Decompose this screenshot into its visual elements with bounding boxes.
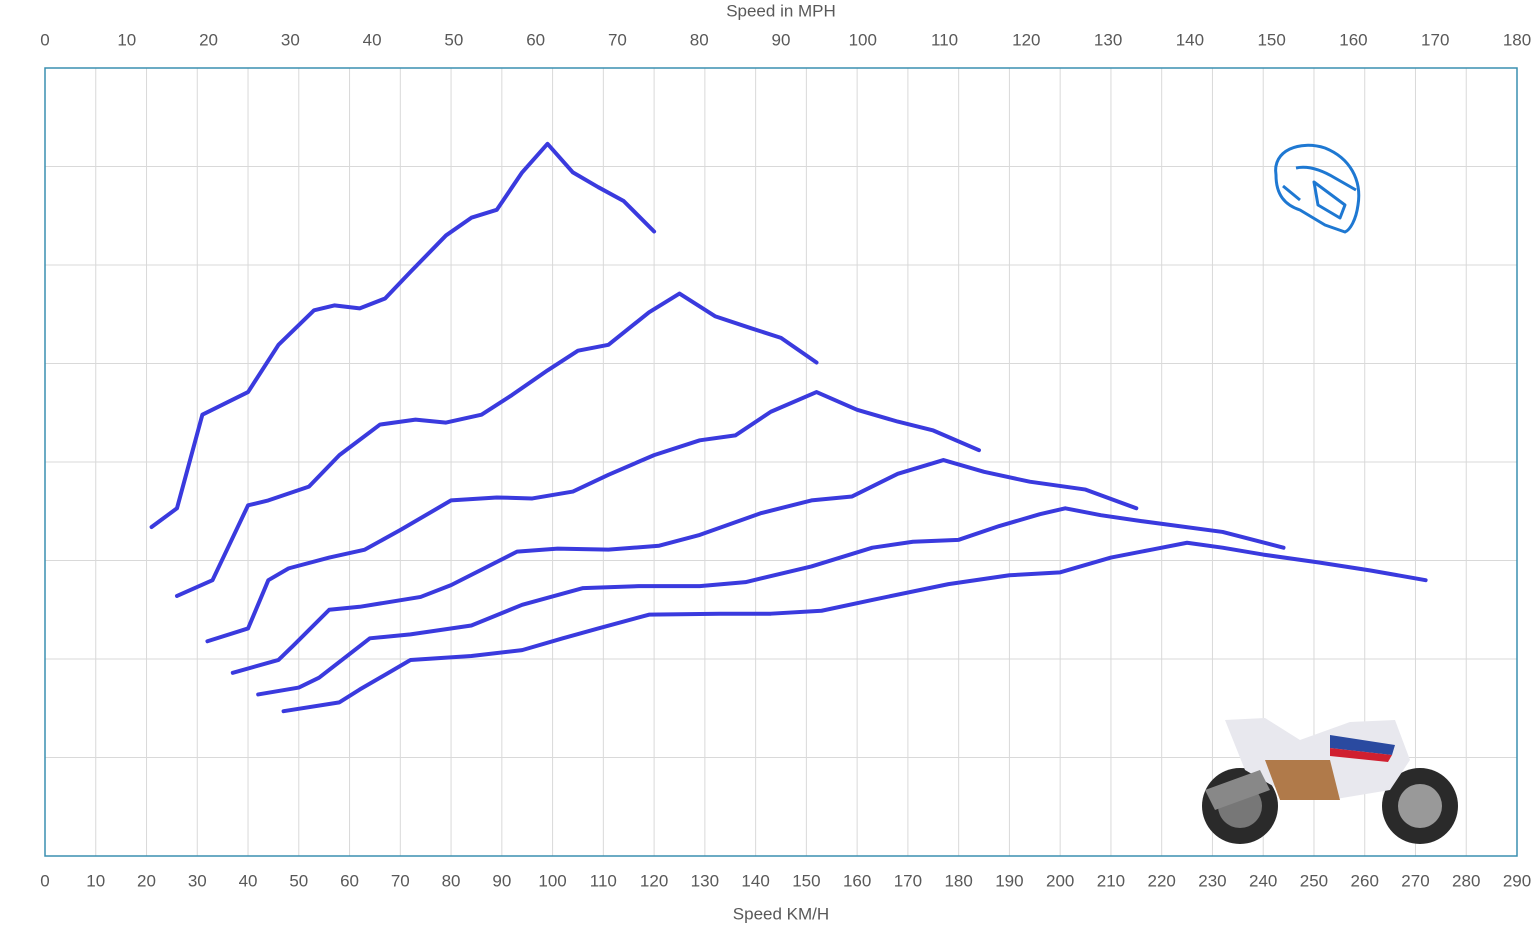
x-tick-label: 20 xyxy=(137,871,156,890)
x-tick-label: 290 xyxy=(1503,871,1531,890)
x-tick-label: 160 xyxy=(843,871,871,890)
x-tick-label: 210 xyxy=(1097,871,1125,890)
gear-curve xyxy=(256,506,1286,697)
x-tick-label: 10 xyxy=(86,871,105,890)
gear-curve xyxy=(205,390,981,644)
x-tick-label: 0 xyxy=(40,871,49,890)
top-tick-label: 150 xyxy=(1257,30,1285,49)
gear-curve xyxy=(230,458,1139,675)
x-tick-label: 40 xyxy=(239,871,258,890)
x-tick-label: 190 xyxy=(995,871,1023,890)
x-tick-label: 80 xyxy=(442,871,461,890)
gear-curve xyxy=(281,540,1428,714)
top-tick-label: 20 xyxy=(199,30,218,49)
x-tick-label: 260 xyxy=(1351,871,1379,890)
top-tick-label: 100 xyxy=(849,30,877,49)
top-axis-title: Speed in MPH xyxy=(726,1,836,20)
top-tick-label: 30 xyxy=(281,30,300,49)
gear-curve xyxy=(149,141,657,530)
motorcycle-illustration xyxy=(1202,718,1458,844)
top-tick-label: 110 xyxy=(931,30,958,49)
x-tick-label: 140 xyxy=(741,871,769,890)
top-tick-label: 60 xyxy=(526,30,545,49)
top-tick-label: 0 xyxy=(40,30,49,49)
top-tick-label: 140 xyxy=(1176,30,1204,49)
gear-curve xyxy=(174,291,819,598)
top-tick-label: 120 xyxy=(1012,30,1040,49)
top-tick-label: 90 xyxy=(772,30,791,49)
top-tick-label: 10 xyxy=(117,30,136,49)
x-tick-label: 70 xyxy=(391,871,410,890)
x-tick-label: 150 xyxy=(792,871,820,890)
x-tick-label: 220 xyxy=(1148,871,1176,890)
x-tick-label: 280 xyxy=(1452,871,1480,890)
x-tick-label: 90 xyxy=(492,871,511,890)
x-tick-label: 180 xyxy=(944,871,972,890)
x-tick-label: 240 xyxy=(1249,871,1277,890)
x-tick-label: 100 xyxy=(538,871,566,890)
helmet-icon xyxy=(1274,143,1361,234)
top-tick-label: 40 xyxy=(363,30,382,49)
x-tick-label: 270 xyxy=(1401,871,1429,890)
x-tick-label: 250 xyxy=(1300,871,1328,890)
x-tick-label: 200 xyxy=(1046,871,1074,890)
x-axis-title: Speed KM/H xyxy=(733,904,829,923)
top-tick-label: 80 xyxy=(690,30,709,49)
x-tick-label: 110 xyxy=(590,871,617,890)
top-tick-label: 50 xyxy=(444,30,463,49)
x-tick-label: 170 xyxy=(894,871,922,890)
top-tick-label: 70 xyxy=(608,30,627,49)
top-tick-label: 170 xyxy=(1421,30,1449,49)
plot-frame xyxy=(44,67,1518,857)
top-tick-label: 160 xyxy=(1339,30,1367,49)
top-tick-label: 130 xyxy=(1094,30,1122,49)
top-tick-label: 180 xyxy=(1503,30,1531,49)
x-tick-label: 50 xyxy=(289,871,308,890)
x-tick-label: 230 xyxy=(1198,871,1226,890)
x-tick-label: 30 xyxy=(188,871,207,890)
x-tick-label: 60 xyxy=(340,871,359,890)
x-tick-label: 130 xyxy=(691,871,719,890)
x-tick-label: 120 xyxy=(640,871,668,890)
